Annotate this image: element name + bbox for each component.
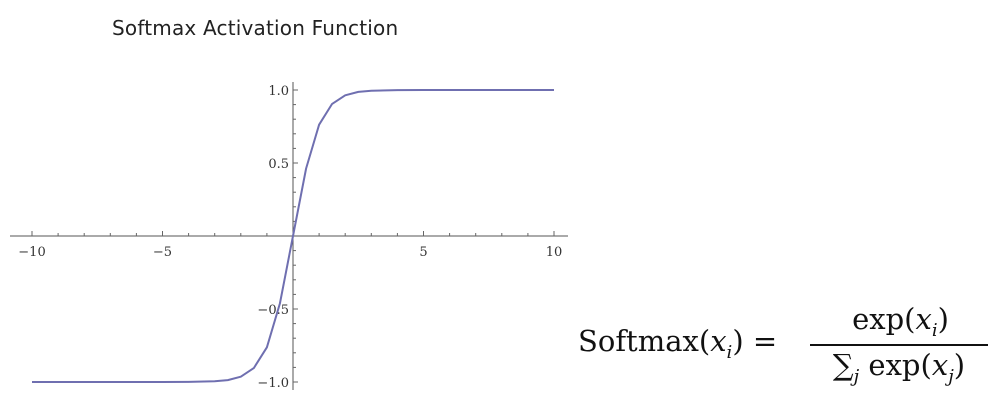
x-tick-label: −5	[153, 245, 172, 260]
formula-num-func: exp	[852, 302, 905, 336]
formula-denominator: ∑j exp(xj)	[832, 348, 966, 387]
x-tick-label: 10	[546, 245, 563, 260]
formula-num-arg: x	[915, 302, 932, 336]
formula-fraction-bar	[810, 344, 988, 346]
y-tick-label: −0.5	[257, 303, 289, 318]
ticks	[31, 89, 555, 383]
x-tick-label: −10	[18, 245, 45, 260]
chart-title: Softmax Activation Function	[112, 16, 399, 40]
formula-equals: =	[752, 324, 778, 358]
formula-lhs: Softmax(xi) =	[578, 324, 778, 363]
formula-lhs-sub: i	[726, 341, 733, 363]
formula-den-sum: ∑	[832, 348, 854, 382]
formula-den-arg: x	[931, 348, 949, 382]
formula-lhs-arg: x	[710, 324, 727, 358]
formula-den-sum-sub: j	[853, 365, 860, 387]
formula-lhs-name: Softmax	[578, 324, 699, 358]
y-tick-label: 1.0	[268, 84, 289, 99]
series-line	[32, 89, 554, 383]
formula-numerator: exp(xi)	[852, 302, 949, 341]
softmax-formula: Softmax(xi) = exp(xi) ∑j exp(xj)	[578, 300, 990, 400]
formula-num-sub: i	[931, 319, 938, 341]
x-tick-label: 5	[419, 245, 427, 260]
tick-labels: −10 −5 5 10 −1.0 −0.5 0.5 1.0	[18, 84, 562, 391]
y-tick-label: 0.5	[268, 157, 289, 172]
y-tick-label: −1.0	[257, 376, 289, 391]
formula-den-func: exp	[868, 348, 921, 382]
series	[32, 89, 554, 383]
axes	[10, 82, 568, 390]
formula-den-sub: j	[948, 365, 954, 387]
